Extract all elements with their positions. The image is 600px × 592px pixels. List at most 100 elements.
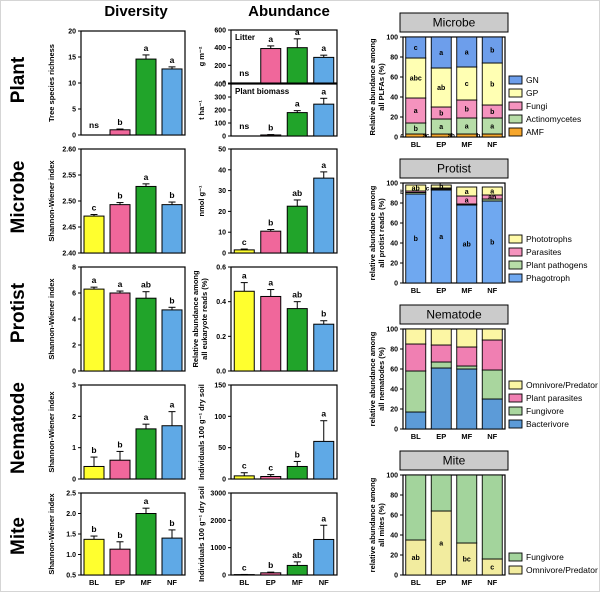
svg-text:ab: ab: [141, 280, 151, 290]
svg-text:3000: 3000: [210, 491, 226, 498]
svg-text:Fungivore: Fungivore: [526, 406, 564, 416]
svg-text:100: 100: [214, 121, 226, 128]
svg-text:relative abundance among: relative abundance among: [368, 477, 377, 572]
svg-text:1000: 1000: [210, 545, 226, 552]
svg-text:40: 40: [390, 241, 398, 248]
svg-text:ab: ab: [292, 290, 302, 300]
svg-text:b: b: [477, 134, 481, 140]
svg-text:80: 80: [390, 493, 398, 500]
svg-text:300: 300: [214, 95, 226, 102]
svg-text:Actinomycetes: Actinomycetes: [526, 114, 581, 124]
svg-text:MF: MF: [461, 286, 472, 295]
svg-text:10: 10: [68, 81, 76, 88]
svg-text:NF: NF: [487, 286, 497, 295]
svg-text:a: a: [439, 234, 443, 241]
svg-text:0.0: 0.0: [216, 369, 226, 376]
svg-text:b: b: [117, 117, 122, 127]
svg-text:Relative abundance among: Relative abundance among: [368, 38, 377, 136]
chart-mite-abundance: 0 1000 2000 3000 Individuals 100 g⁻¹ dry soi…: [191, 483, 343, 591]
svg-text:Fungivore: Fungivore: [526, 552, 564, 562]
chart-nematode-composition: Nematode 0 20 40 60 80 100 relative abundance a…: [367, 303, 599, 445]
svg-text:Plant pathogens: Plant pathogens: [526, 260, 587, 270]
svg-text:b: b: [465, 107, 469, 114]
svg-text:Plant parasites: Plant parasites: [526, 393, 582, 403]
svg-text:bc: bc: [463, 557, 471, 564]
row-label-nematode: Nematode: [8, 382, 29, 474]
svg-text:2000: 2000: [210, 518, 226, 525]
svg-text:b: b: [400, 190, 404, 196]
svg-text:b: b: [91, 445, 96, 455]
svg-text:ab: ab: [412, 186, 420, 193]
abundance-column-header: Abundance: [248, 3, 330, 20]
svg-text:a: a: [144, 43, 149, 53]
svg-text:a: a: [170, 55, 175, 65]
svg-text:60: 60: [390, 367, 398, 374]
svg-text:a: a: [144, 172, 149, 182]
svg-text:b: b: [117, 191, 122, 201]
svg-text:a: a: [414, 108, 418, 115]
chart-microbe-diversity: 2.40 2.45 2.50 2.55 2.60 Shannon-Wiener index…: [41, 139, 191, 257]
svg-text:b: b: [91, 524, 96, 534]
svg-text:0: 0: [394, 573, 398, 580]
svg-text:20: 20: [390, 553, 398, 560]
svg-text:b: b: [414, 126, 418, 133]
chart-microbe-abundance: 0 10 20 30 40 50 nmol g⁻¹ c b ab a: [191, 139, 343, 257]
svg-text:t ha⁻¹: t ha⁻¹: [197, 100, 206, 120]
svg-text:2: 2: [72, 343, 76, 350]
svg-text:0: 0: [222, 251, 226, 258]
row-label-mite: Mite: [8, 517, 29, 555]
svg-text:EP: EP: [436, 286, 446, 295]
svg-text:b: b: [490, 109, 494, 116]
svg-text:Parasites: Parasites: [526, 247, 561, 257]
svg-text:a: a: [268, 34, 273, 44]
svg-text:0: 0: [72, 369, 76, 376]
svg-text:ab: ab: [412, 555, 420, 562]
svg-text:100: 100: [214, 414, 226, 421]
svg-text:NF: NF: [487, 578, 497, 587]
svg-text:100: 100: [386, 327, 398, 334]
svg-text:0: 0: [72, 133, 76, 140]
svg-text:20: 20: [390, 261, 398, 268]
svg-text:200: 200: [214, 108, 226, 115]
svg-text:MF: MF: [292, 578, 303, 587]
svg-text:40: 40: [390, 387, 398, 394]
svg-text:ab: ab: [292, 550, 302, 560]
svg-text:b: b: [169, 190, 174, 200]
svg-text:NF: NF: [319, 578, 329, 587]
svg-text:c: c: [242, 461, 247, 471]
svg-text:Phototrophs: Phototrophs: [526, 234, 572, 244]
svg-text:abc: abc: [410, 76, 422, 83]
svg-text:b: b: [117, 530, 122, 540]
svg-text:Microbe: Microbe: [433, 16, 476, 30]
svg-text:BL: BL: [411, 286, 421, 295]
svg-text:3: 3: [72, 383, 76, 390]
svg-text:a: a: [439, 124, 443, 131]
svg-text:a: a: [321, 409, 326, 419]
svg-text:a: a: [295, 99, 300, 109]
svg-text:all PLFAs (%): all PLFAs (%): [377, 63, 386, 111]
svg-text:0.6: 0.6: [216, 265, 226, 272]
svg-text:b: b: [169, 518, 174, 528]
svg-text:a: a: [321, 86, 326, 96]
svg-text:a: a: [465, 189, 469, 196]
svg-text:Mite: Mite: [443, 454, 466, 468]
svg-text:10: 10: [218, 230, 226, 237]
svg-text:ns: ns: [89, 120, 99, 130]
svg-text:Shannon-Wiener index: Shannon-Wiener index: [47, 160, 56, 242]
svg-text:100: 100: [386, 35, 398, 42]
svg-text:a: a: [439, 541, 443, 548]
svg-text:Omnivore/Predator: Omnivore/Predator: [526, 380, 598, 390]
svg-text:40: 40: [218, 167, 226, 174]
svg-text:c: c: [242, 237, 247, 247]
svg-text:2.55: 2.55: [62, 173, 76, 180]
svg-text:ab: ab: [463, 242, 471, 249]
svg-text:a: a: [439, 50, 443, 57]
svg-text:5: 5: [72, 107, 76, 114]
svg-text:400: 400: [214, 45, 226, 52]
chart-mite-composition: Mite 0 20 40 60 80 100 relative abundance among…: [367, 449, 599, 591]
svg-text:Relative abundance among: Relative abundance among: [191, 270, 200, 368]
svg-text:60: 60: [390, 221, 398, 228]
chart-microbe-composition: Microbe 0 20 40 60 80 100 Relative abundance am…: [367, 11, 599, 153]
svg-text:Individuals 100 g⁻¹ dry soil: Individuals 100 g⁻¹ dry soil: [197, 384, 206, 480]
